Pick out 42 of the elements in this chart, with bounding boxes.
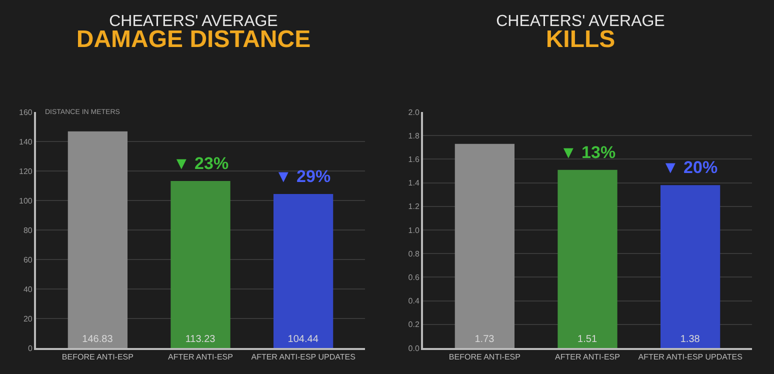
annotation: ▼ 29% [275, 167, 331, 186]
bar [558, 170, 618, 348]
bar [170, 180, 230, 348]
y-tick-label: 40 [23, 284, 33, 294]
bar [660, 185, 720, 348]
y-tick-label: 1.0 [408, 226, 420, 235]
y-tick-label: 20 [23, 314, 33, 324]
data-label: 104.44 [288, 334, 319, 345]
y-tick-label: 0.6 [408, 273, 420, 282]
y-tick-label: 80 [23, 226, 33, 235]
data-label: 1.38 [680, 334, 700, 345]
y-tick-label: 1.8 [408, 131, 420, 140]
data-label: 146.83 [82, 334, 114, 345]
y-tick-label: 1.6 [408, 155, 420, 164]
y-tick-label: 0.4 [408, 296, 420, 306]
y-tick-label: 1.4 [408, 178, 420, 188]
y-tick-label: 120 [19, 166, 33, 176]
y-tick-label: 0.2 [408, 320, 420, 330]
data-label: 1.51 [578, 334, 598, 345]
y-tick-label: 0 [28, 344, 33, 353]
bar [68, 131, 128, 348]
annotation: ▼ 20% [662, 158, 718, 177]
x-tick-label: AFTER ANTI-ESP [555, 352, 620, 362]
x-tick-label: BEFORE ANTI-ESP [62, 352, 134, 362]
y-tick-label: 160 [19, 108, 33, 117]
bar [274, 194, 334, 348]
y-tick-label: 2.0 [408, 108, 420, 117]
y-tick-label: 0.8 [408, 249, 420, 258]
x-tick-label: AFTER ANTI-ESP UPDATES [251, 352, 356, 362]
data-label: 113.23 [185, 334, 216, 345]
bar [454, 144, 514, 348]
y-tick-label: 0.0 [408, 344, 420, 353]
x-tick-label: AFTER ANTI-ESP UPDATES [638, 352, 742, 362]
y-tick-label: 100 [19, 196, 33, 206]
annotation: ▼ 23% [173, 154, 229, 173]
y-tick-label: 140 [19, 137, 33, 146]
y-tick-label: 1.2 [408, 202, 420, 212]
data-label: 1.73 [474, 334, 495, 345]
annotation: ▼ 13% [560, 143, 616, 162]
x-tick-label: BEFORE ANTI-ESP [448, 352, 520, 362]
x-tick-label: AFTER ANTI-ESP [168, 352, 233, 362]
y-tick-label: 60 [23, 255, 33, 264]
